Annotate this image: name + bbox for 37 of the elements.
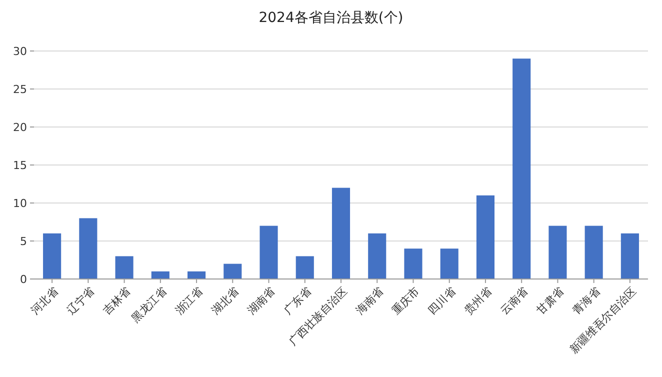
x-tick-label: 湖南省 [245, 284, 278, 318]
bar [188, 271, 206, 279]
x-tick-label: 贵州省 [462, 284, 494, 318]
bar [440, 248, 458, 279]
x-tick-label: 云南省 [498, 284, 530, 318]
y-tick-label: 20 [13, 120, 27, 134]
x-tick-label: 四川省 [426, 284, 458, 318]
x-tick-label: 浙江省 [172, 284, 206, 318]
x-tick-label: 辽宁省 [64, 284, 98, 318]
bar [79, 218, 98, 279]
bar [404, 248, 422, 279]
bar [620, 233, 639, 279]
x-tick-label: 重庆市 [390, 284, 422, 318]
chart-title: 2024各省自治县数(个) [258, 10, 404, 26]
bar [260, 226, 278, 279]
bar [296, 256, 314, 279]
y-tick-label: 15 [13, 158, 27, 172]
bar [115, 256, 134, 279]
y-tick-label: 25 [13, 82, 27, 96]
bar [548, 226, 567, 279]
y-tick-label: 30 [13, 44, 27, 58]
y-tick-label: 10 [13, 196, 27, 210]
x-tick-label: 甘肃省 [534, 284, 567, 318]
bar [332, 188, 350, 279]
x-tick-label: 海南省 [353, 284, 386, 318]
bar [584, 226, 603, 279]
bar [43, 233, 62, 279]
bar [368, 233, 386, 279]
y-tick-label: 0 [20, 272, 27, 286]
x-tick-label: 湖北省 [208, 284, 242, 318]
x-tick-label: 河北省 [28, 284, 61, 318]
x-tick-label: 青海省 [570, 284, 603, 318]
bar [476, 195, 494, 279]
bar [151, 271, 170, 279]
bar [512, 58, 531, 279]
bar [224, 264, 242, 279]
y-tick-label: 5 [20, 234, 27, 248]
